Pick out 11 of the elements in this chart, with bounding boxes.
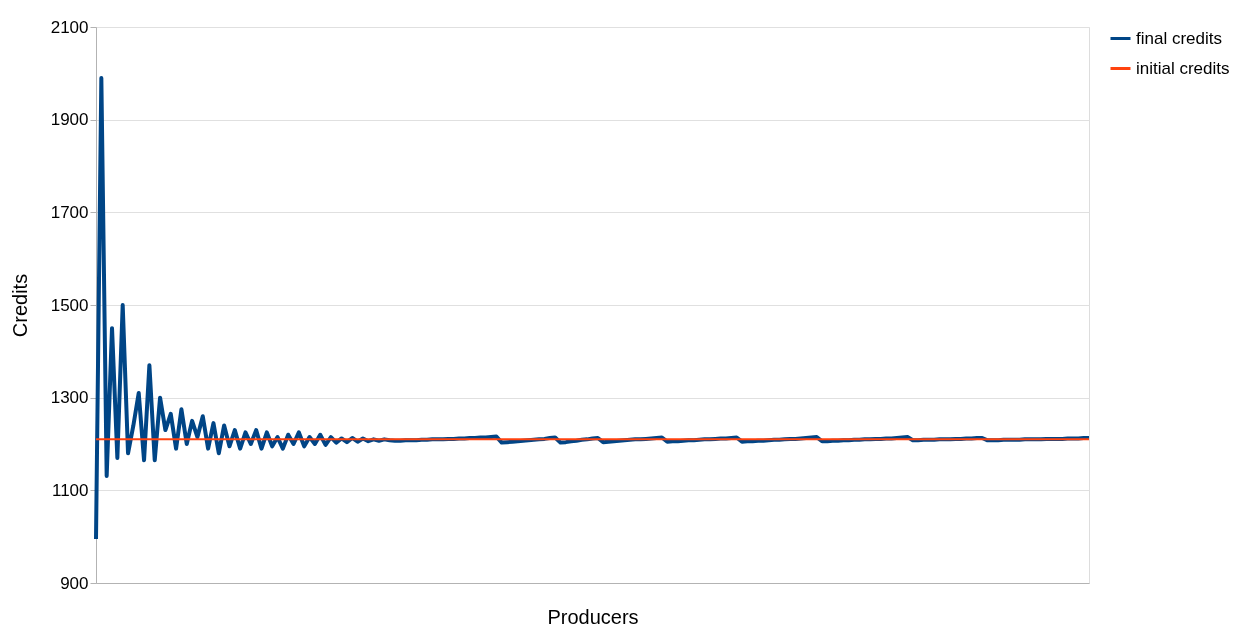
y-tick-label: 1500 (50, 295, 89, 315)
y-tick-label: 1700 (50, 202, 89, 222)
x-axis-title: Producers (547, 605, 639, 628)
y-tick-label: 1900 (50, 110, 89, 130)
y-axis-title: Credits (8, 273, 31, 338)
y-tick-label: 2100 (50, 17, 89, 37)
y-tick-label: 1300 (50, 388, 89, 408)
legend-label: initial credits (1136, 58, 1230, 78)
y-tick-label: 900 (60, 573, 89, 593)
y-tick-label: 1100 (51, 480, 89, 500)
legend-label: final credits (1136, 28, 1222, 48)
